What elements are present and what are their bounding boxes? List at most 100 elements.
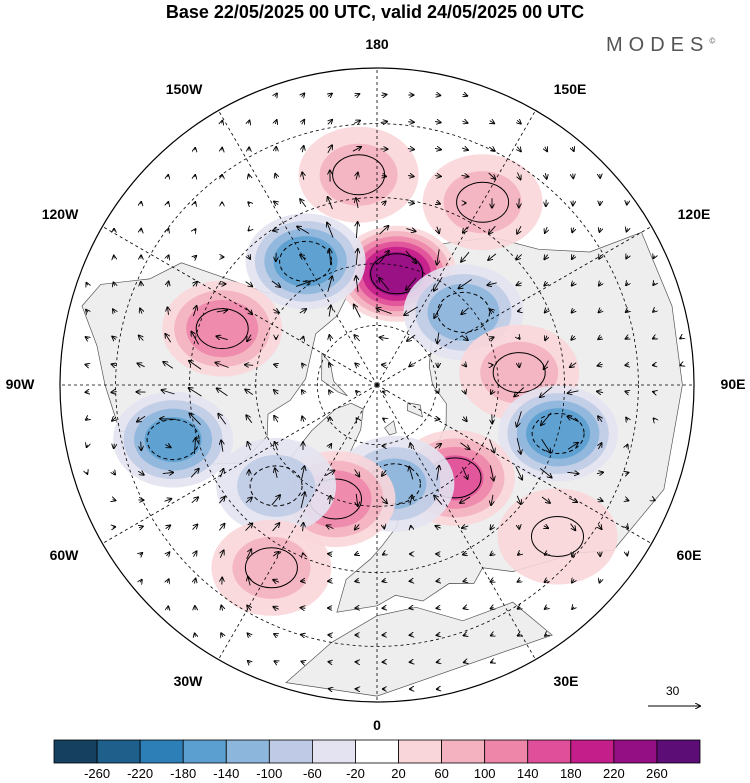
wind-arrow xyxy=(407,334,416,341)
wind-arrow xyxy=(274,364,278,365)
wind-arrow xyxy=(517,147,521,152)
wind-vectors xyxy=(85,93,682,689)
wind-arrow xyxy=(162,390,175,395)
wind-arrow xyxy=(437,249,439,264)
wind-arrow xyxy=(275,120,276,124)
wind-arrow xyxy=(463,553,467,554)
wind-arrow xyxy=(220,550,223,558)
colorbar-tick-label: -60 xyxy=(302,766,322,781)
wind-arrow xyxy=(330,496,331,505)
wind-arrow xyxy=(274,661,277,663)
wind-arrow xyxy=(383,418,385,419)
wind-arrow xyxy=(353,121,360,124)
landmass-3 xyxy=(285,601,553,697)
wind-arrow xyxy=(464,390,465,393)
wind-arrow xyxy=(378,251,389,264)
wind-arrow xyxy=(381,95,386,96)
wind-arrow xyxy=(247,334,251,341)
wind-arrow xyxy=(167,579,169,583)
wind-arrow xyxy=(545,553,548,555)
wind-arrow xyxy=(248,661,251,663)
wind-arrow xyxy=(460,442,470,450)
meridian-line xyxy=(376,110,536,386)
wind-arrow xyxy=(568,391,579,393)
wind-arrow xyxy=(572,551,574,556)
wind-arrow xyxy=(517,225,521,234)
wind-arrow xyxy=(518,580,521,582)
longitude-label: 120W xyxy=(41,206,79,222)
wind-arrow xyxy=(489,465,493,480)
wind-arrow xyxy=(626,256,628,259)
anomaly-low-3 xyxy=(113,391,234,488)
wind-arrow xyxy=(354,335,361,342)
wind-arrow xyxy=(168,229,169,232)
wind-arrow xyxy=(436,581,439,582)
wind-arrow xyxy=(461,466,467,479)
wind-arrow xyxy=(599,282,601,285)
wind-arrow xyxy=(113,500,116,501)
wind-arrow xyxy=(653,283,655,285)
wind-arrow xyxy=(435,122,441,123)
wind-arrow xyxy=(274,634,278,636)
wind-arrow xyxy=(194,579,195,584)
wind-arrow xyxy=(168,202,169,204)
wind-arrow xyxy=(406,229,415,232)
wind-arrow xyxy=(218,497,224,504)
wind-arrow xyxy=(245,365,254,366)
wind-arrow xyxy=(626,283,628,286)
wind-arrow xyxy=(572,147,574,151)
wind-arrow xyxy=(328,94,332,97)
wind-arrow xyxy=(540,386,553,397)
wind-arrow xyxy=(301,661,304,662)
wind-arrow xyxy=(379,278,390,291)
wind-arrow xyxy=(491,662,493,663)
wind-arrow xyxy=(87,445,88,447)
wind-arrow xyxy=(356,391,358,393)
wind-arrow xyxy=(329,390,331,393)
wind-arrow xyxy=(165,334,172,343)
wind-arrow xyxy=(515,466,522,479)
wind-arrow xyxy=(627,553,628,556)
wind-arrow xyxy=(141,441,142,451)
wind-arrow xyxy=(275,442,278,451)
wind-arrow xyxy=(653,310,655,312)
wind-arrow xyxy=(303,523,304,532)
wind-arrow xyxy=(517,411,522,426)
wind-arrow xyxy=(434,444,441,448)
brand-name: MODES xyxy=(606,34,710,56)
wind-arrow xyxy=(405,250,416,263)
wind-arrow xyxy=(330,417,331,421)
colorbar-tick-label: -260 xyxy=(84,766,111,781)
wind-arrow xyxy=(139,336,144,341)
wind-arrow xyxy=(680,365,682,366)
wind-arrow xyxy=(382,201,385,204)
wind-arrow xyxy=(303,337,304,340)
wind-arrow xyxy=(245,389,254,395)
wind-arrow xyxy=(193,282,197,287)
wind-arrow xyxy=(167,255,168,258)
wind-arrow xyxy=(383,392,385,393)
wind-arrow xyxy=(434,495,443,505)
wind-arrow xyxy=(437,662,440,663)
wind-arrow xyxy=(272,309,279,312)
longitude-label: 150E xyxy=(553,81,587,97)
wind-arrow xyxy=(218,414,227,425)
wind-arrow xyxy=(195,202,196,204)
wind-arrow xyxy=(434,303,443,318)
wind-arrow xyxy=(352,147,361,152)
wind-arrow xyxy=(545,634,547,636)
wind-arrow xyxy=(488,172,496,179)
wind-arrow xyxy=(247,606,251,611)
wind-arrow xyxy=(245,497,252,503)
wind-arrow xyxy=(382,581,385,582)
wind-arrow xyxy=(382,469,386,476)
wind-arrow xyxy=(458,279,472,289)
wind-arrow xyxy=(295,282,310,287)
wind-arrow xyxy=(460,496,471,503)
wind-arrow xyxy=(461,307,469,314)
longitude-label: 90E xyxy=(720,376,746,392)
anomaly-high-14 xyxy=(298,126,419,223)
wind-arrow xyxy=(545,226,547,233)
wind-arrow xyxy=(436,202,440,204)
